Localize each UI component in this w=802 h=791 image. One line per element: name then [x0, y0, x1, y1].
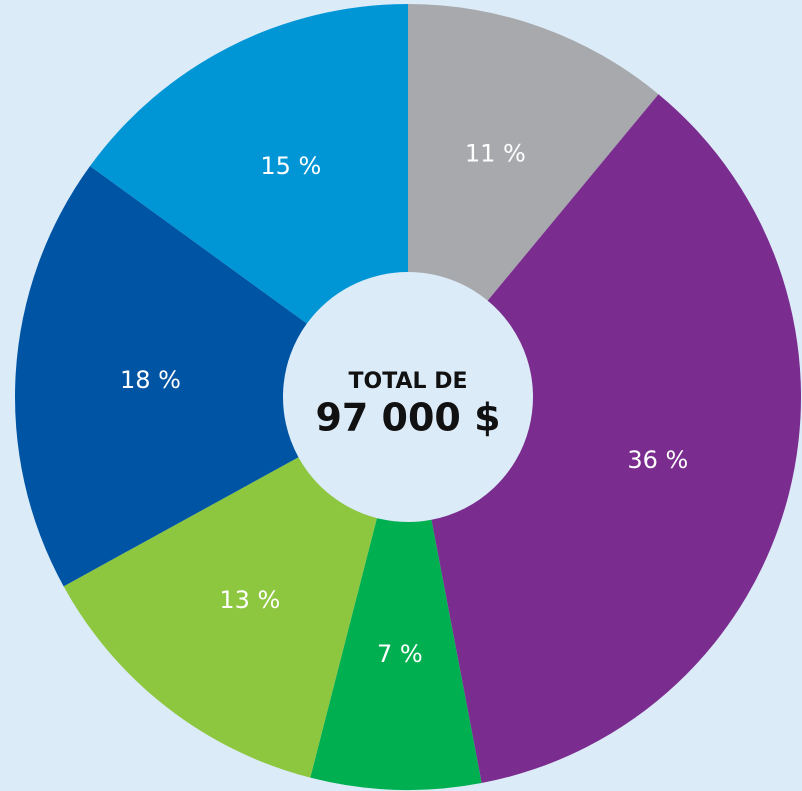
slices	[14, 3, 801, 790]
value-label: 36 %	[627, 446, 688, 474]
slice	[431, 94, 801, 784]
value-label: 13 %	[219, 586, 280, 614]
slice	[90, 3, 408, 324]
center-total: 97 000 $	[315, 396, 500, 440]
slice	[63, 457, 377, 778]
slice	[14, 166, 307, 587]
slice	[408, 4, 659, 301]
labels: 11 % 36 % 7 % 13 % 18 % 15 %	[120, 139, 688, 668]
center-caption: TOTAL DE	[348, 369, 467, 394]
value-label: 18 %	[120, 366, 181, 394]
value-label: 7 %	[377, 640, 423, 668]
value-label: 11 %	[465, 139, 526, 167]
value-label: 15 %	[260, 152, 321, 180]
slice	[310, 518, 482, 790]
